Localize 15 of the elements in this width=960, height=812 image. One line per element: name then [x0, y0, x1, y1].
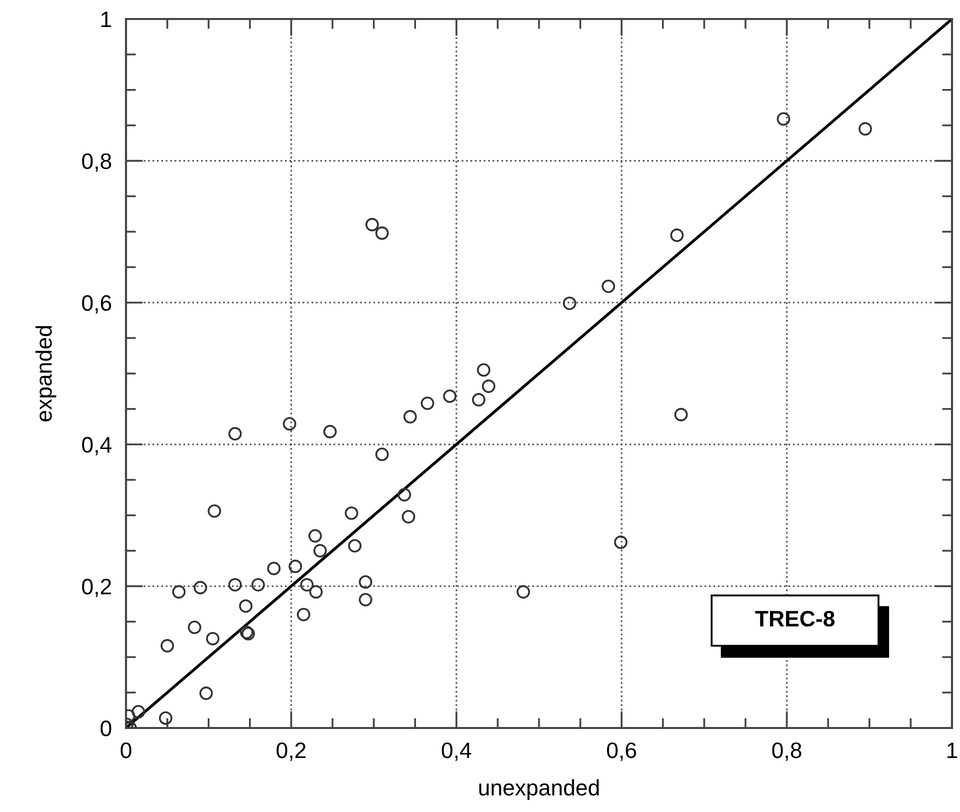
- y-tick-label: 0,2: [82, 578, 111, 598]
- x-axis-title: unexpanded: [479, 779, 599, 800]
- annotation: TREC-8: [755, 610, 835, 627]
- x-tick-label: 0,2: [276, 742, 306, 761]
- y-tick-label: 0,8: [82, 153, 112, 172]
- y-tick-label: 0,4: [82, 436, 112, 456]
- x-tick-label: 0,8: [772, 742, 802, 761]
- y-tick-label: 1: [101, 12, 112, 28]
- y-tick-label: 0: [100, 720, 112, 736]
- x-tick-label: 0,4: [442, 742, 472, 761]
- y-axis-title: expanded: [36, 326, 56, 422]
- x-tick-label: 0: [120, 742, 132, 758]
- y-tick-label: 0,6: [82, 295, 112, 314]
- x-tick-label: 0,6: [607, 742, 636, 761]
- x-tick-label: 1: [948, 742, 958, 758]
